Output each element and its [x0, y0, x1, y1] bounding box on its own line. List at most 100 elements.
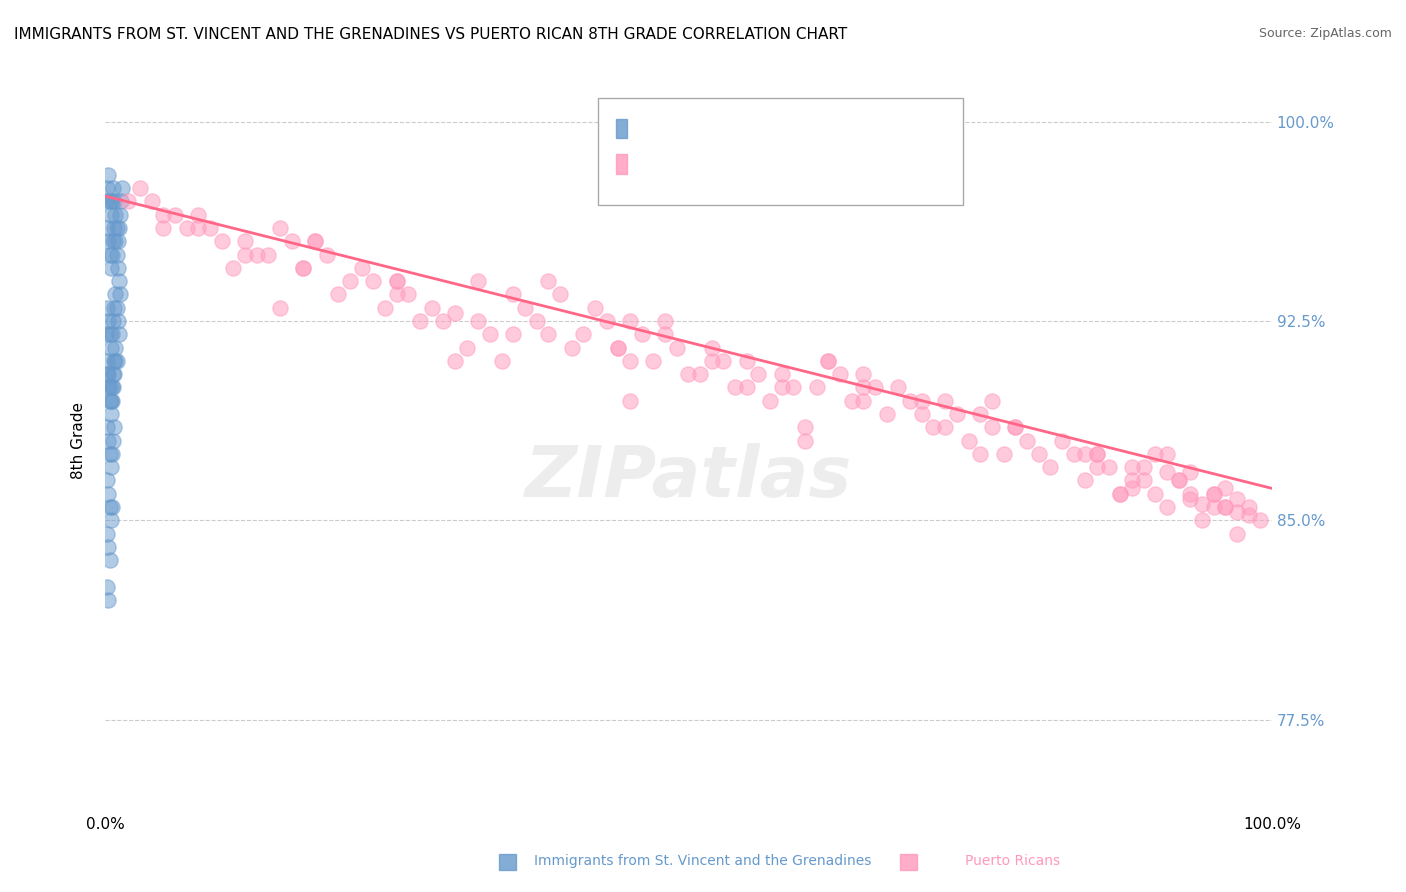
Point — [100, 260, 122, 275]
Point — [257, 247, 280, 261]
Point — [96, 526, 118, 541]
Point — [1156, 500, 1178, 514]
Point — [689, 367, 711, 381]
Point — [619, 314, 641, 328]
Text: IMMIGRANTS FROM ST. VINCENT AND THE GRENADINES VS PUERTO RICAN 8TH GRADE CORRELA: IMMIGRANTS FROM ST. VINCENT AND THE GREN… — [14, 27, 848, 42]
Point — [211, 234, 233, 248]
Point — [876, 407, 898, 421]
Point — [1237, 508, 1260, 522]
Point — [396, 287, 419, 301]
Point — [96, 181, 118, 195]
Point — [537, 327, 560, 342]
Point — [96, 221, 118, 235]
Point — [96, 367, 118, 381]
Text: Immigrants from St. Vincent and the Grenadines: Immigrants from St. Vincent and the Gren… — [534, 854, 872, 868]
Text: ZIPatlas: ZIPatlas — [524, 443, 852, 512]
Point — [1167, 474, 1189, 488]
Point — [946, 407, 969, 421]
Point — [479, 327, 502, 342]
Point — [735, 380, 758, 394]
Point — [887, 380, 910, 394]
Point — [97, 434, 120, 448]
Point — [759, 393, 782, 408]
Point — [502, 327, 524, 342]
Point — [1085, 447, 1108, 461]
Point — [794, 420, 817, 434]
Point — [572, 327, 595, 342]
Point — [596, 314, 619, 328]
Point — [1213, 500, 1236, 514]
Point — [934, 420, 956, 434]
Point — [1004, 420, 1026, 434]
Text: R =  0.397   N=  73: R = 0.397 N= 73 — [628, 127, 790, 142]
Point — [1226, 505, 1249, 519]
Point — [1004, 420, 1026, 434]
Point — [1202, 486, 1225, 500]
Point — [96, 580, 118, 594]
Point — [246, 247, 269, 261]
Point — [456, 341, 478, 355]
Point — [1063, 447, 1085, 461]
Point — [630, 327, 652, 342]
Point — [292, 260, 315, 275]
Point — [100, 341, 122, 355]
Point — [1132, 460, 1154, 475]
Point — [105, 353, 128, 368]
Point — [770, 367, 793, 381]
Point — [101, 380, 124, 394]
Point — [1074, 447, 1097, 461]
Point — [911, 407, 934, 421]
Point — [233, 234, 256, 248]
Point — [1097, 460, 1119, 475]
Point — [97, 234, 120, 248]
Point — [467, 274, 489, 288]
Point — [841, 393, 863, 408]
Point — [108, 208, 131, 222]
Point — [374, 301, 396, 315]
Point — [101, 247, 124, 261]
Point — [98, 393, 121, 408]
Point — [806, 380, 828, 394]
Point — [1015, 434, 1038, 448]
Point — [863, 380, 886, 394]
Point — [269, 221, 291, 235]
Point — [1109, 486, 1132, 500]
Point — [141, 194, 163, 209]
Point — [1167, 474, 1189, 488]
Point — [152, 221, 174, 235]
Point — [101, 234, 124, 248]
Point — [98, 380, 121, 394]
Point — [233, 247, 256, 261]
Point — [98, 194, 121, 209]
Point — [101, 447, 124, 461]
Point — [1121, 474, 1143, 488]
Point — [105, 221, 128, 235]
Point — [1121, 460, 1143, 475]
Point — [1191, 497, 1213, 511]
Point — [619, 353, 641, 368]
Point — [97, 168, 120, 182]
Point — [1237, 500, 1260, 514]
Point — [770, 380, 793, 394]
Point — [97, 593, 120, 607]
Point — [97, 540, 120, 554]
Point — [152, 208, 174, 222]
Point — [922, 420, 945, 434]
Point — [98, 500, 121, 514]
Point — [98, 553, 121, 567]
Point — [163, 208, 186, 222]
Point — [1191, 513, 1213, 527]
Point — [385, 274, 408, 288]
Point — [502, 287, 524, 301]
Point — [1156, 447, 1178, 461]
Point — [280, 234, 302, 248]
Point — [1226, 491, 1249, 506]
Point — [548, 287, 571, 301]
Text: Source: ZipAtlas.com: Source: ZipAtlas.com — [1258, 27, 1392, 40]
Point — [328, 287, 350, 301]
Point — [980, 393, 1002, 408]
Point — [1085, 447, 1108, 461]
Point — [101, 367, 124, 381]
Point — [108, 287, 131, 301]
Point — [969, 407, 991, 421]
